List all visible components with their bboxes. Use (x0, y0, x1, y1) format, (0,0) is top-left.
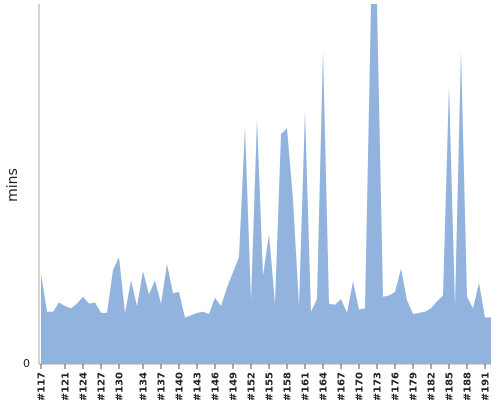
area-fill (41, 4, 491, 364)
x-tick-label: #161 (301, 372, 312, 400)
x-tick-label: #173 (373, 372, 384, 400)
x-tick-label: #158 (283, 372, 294, 400)
x-tick-label: #182 (427, 372, 438, 400)
x-tick-label: #117 (37, 372, 48, 400)
x-tick-label: #179 (409, 372, 420, 400)
x-tick-label: #170 (355, 372, 366, 400)
y-axis-label: mins (5, 168, 21, 202)
x-tick-label: #140 (175, 372, 186, 400)
x-tick-label: #137 (157, 372, 168, 400)
x-axis-ticks: #117 #121 #124 #127 #130 #134 #137 #140 #143 #146… (37, 364, 492, 400)
x-tick-label: #176 (391, 372, 402, 400)
x-tick-label: #130 (115, 372, 126, 400)
x-tick-label: #191 (481, 372, 492, 400)
x-tick-label: #167 (337, 372, 348, 400)
x-tick-label: #146 (211, 372, 222, 400)
x-tick-label: #185 (445, 372, 456, 400)
area-series (41, 4, 491, 364)
x-tick-label: #155 (265, 372, 276, 400)
x-tick-label: #188 (463, 372, 474, 400)
x-tick-label: #149 (229, 372, 240, 400)
x-tick-label: #124 (79, 372, 90, 400)
x-tick-label: #127 (97, 372, 108, 400)
x-tick-label: #134 (139, 372, 150, 400)
y-axis-zero-label: 0 (23, 357, 30, 370)
x-tick-label: #152 (247, 372, 258, 400)
x-tick-label: #164 (319, 372, 330, 400)
x-tick-label: #143 (193, 372, 204, 400)
x-tick-label: #121 (61, 372, 72, 400)
